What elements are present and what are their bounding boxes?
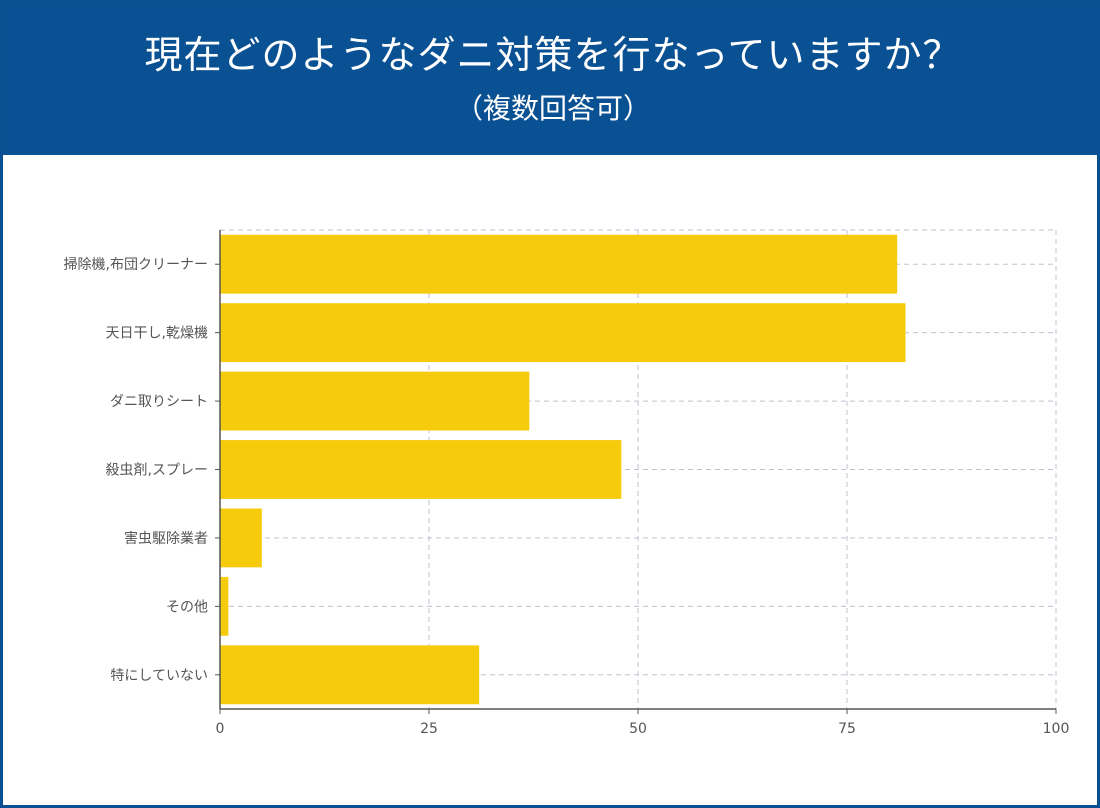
x-tick-label: 75	[838, 721, 856, 737]
category-label: 特にしていない	[110, 668, 208, 684]
x-tick-label: 0	[216, 721, 225, 737]
category-label: 殺虫剤,スプレー	[106, 463, 208, 479]
category-label: 害虫駆除業者	[124, 531, 208, 547]
category-label: ダニ取りシート	[110, 394, 208, 410]
bar	[220, 576, 229, 636]
chart-subtitle: （複数回答可）	[454, 92, 651, 125]
bar	[220, 303, 906, 363]
chart-title: 現在どのようなダニ対策を行なっていますか？	[144, 33, 962, 77]
bar	[220, 645, 480, 705]
bar	[220, 371, 530, 431]
title-banner: 現在どのようなダニ対策を行なっていますか？ （複数回答可）	[3, 3, 1100, 155]
category-label: その他	[166, 599, 208, 615]
x-tick-label: 100	[1043, 721, 1070, 737]
category-label: 掃除機,布団クリーナー	[64, 256, 208, 273]
bar	[220, 234, 898, 294]
bar	[220, 508, 262, 568]
x-tick-label: 50	[629, 721, 647, 737]
bar	[220, 440, 622, 499]
x-tick-label: 25	[420, 721, 438, 737]
category-label: 天日干し,乾燥機	[106, 326, 208, 342]
